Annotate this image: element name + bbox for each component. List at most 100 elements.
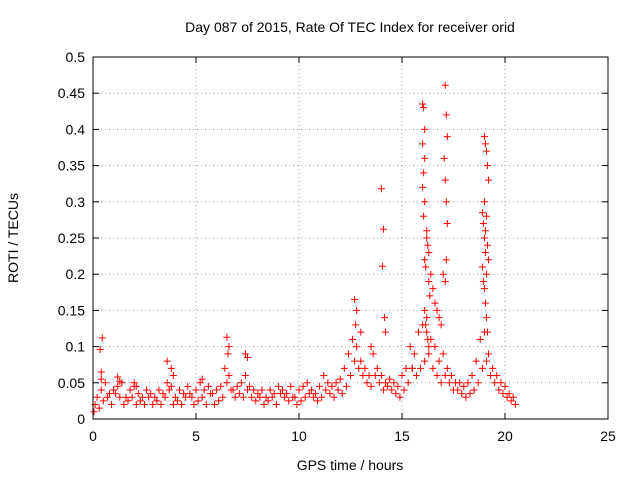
data-point bbox=[378, 262, 386, 270]
data-point bbox=[241, 350, 249, 358]
data-point bbox=[480, 198, 488, 206]
data-point bbox=[352, 321, 360, 329]
data-point bbox=[182, 393, 190, 401]
data-point bbox=[347, 372, 354, 380]
data-points bbox=[90, 81, 519, 416]
data-point bbox=[217, 382, 225, 390]
data-point bbox=[480, 285, 488, 293]
data-point bbox=[149, 401, 157, 409]
data-point bbox=[163, 357, 171, 365]
y-tick-label: 0.2 bbox=[66, 266, 86, 282]
data-point bbox=[233, 382, 241, 390]
x-tick-label: 5 bbox=[192, 428, 200, 444]
data-point bbox=[342, 382, 350, 390]
data-point bbox=[297, 397, 305, 405]
data-point bbox=[495, 386, 503, 394]
data-point bbox=[151, 393, 159, 401]
data-point bbox=[318, 393, 326, 401]
data-point bbox=[299, 382, 307, 390]
data-point bbox=[501, 382, 509, 390]
data-point bbox=[353, 306, 361, 314]
y-tick-label: 0.3 bbox=[66, 194, 86, 210]
data-point bbox=[169, 401, 177, 409]
data-point bbox=[291, 393, 299, 401]
data-point bbox=[99, 397, 107, 405]
data-point bbox=[159, 390, 167, 398]
data-point bbox=[192, 386, 200, 394]
data-point bbox=[499, 390, 507, 398]
data-point bbox=[132, 382, 140, 390]
data-point bbox=[441, 176, 449, 184]
data-point bbox=[479, 220, 487, 228]
data-point bbox=[421, 256, 429, 264]
data-point bbox=[483, 241, 491, 249]
data-point bbox=[441, 81, 449, 89]
data-point bbox=[161, 393, 169, 401]
data-point bbox=[116, 377, 124, 385]
data-point bbox=[108, 401, 116, 409]
data-point bbox=[165, 386, 173, 394]
data-point bbox=[481, 299, 489, 307]
y-tick-labels: 0 0.05 0.1 0.15 0.2 0.25 0.3 0.35 0.4 0.45 0.5 bbox=[58, 49, 85, 427]
y-tick-label: 0.05 bbox=[58, 375, 85, 391]
data-point bbox=[301, 393, 309, 401]
data-point bbox=[96, 345, 104, 353]
data-point bbox=[421, 306, 429, 314]
data-point bbox=[363, 379, 371, 387]
data-point bbox=[303, 379, 311, 387]
data-point bbox=[351, 357, 359, 365]
data-point bbox=[489, 364, 497, 372]
data-point bbox=[244, 386, 251, 394]
data-point bbox=[443, 220, 451, 228]
data-point bbox=[423, 328, 431, 336]
data-point bbox=[410, 350, 418, 358]
data-point bbox=[419, 100, 427, 108]
data-point bbox=[421, 125, 429, 133]
data-point bbox=[250, 386, 258, 394]
data-point bbox=[268, 393, 276, 401]
y-tick-label: 0.35 bbox=[58, 158, 85, 174]
data-point bbox=[505, 390, 513, 398]
plot-frame bbox=[92, 56, 609, 420]
data-point bbox=[433, 372, 441, 380]
data-point bbox=[198, 393, 206, 401]
data-point bbox=[447, 372, 455, 380]
x-tick-label: 0 bbox=[89, 428, 97, 444]
data-point bbox=[425, 350, 433, 358]
data-point bbox=[423, 227, 431, 235]
data-point bbox=[423, 314, 431, 322]
data-point bbox=[420, 169, 428, 177]
data-point bbox=[442, 198, 450, 206]
y-tick-label: 0 bbox=[77, 411, 85, 427]
data-point bbox=[470, 386, 478, 394]
data-point bbox=[429, 285, 437, 293]
data-point bbox=[114, 382, 122, 390]
y-axis-title: ROTI / TECUs bbox=[5, 193, 21, 283]
data-point bbox=[485, 256, 493, 264]
data-point bbox=[482, 314, 490, 322]
data-point bbox=[414, 328, 422, 336]
data-point bbox=[458, 390, 466, 398]
data-point bbox=[237, 379, 245, 387]
data-point bbox=[460, 382, 468, 390]
data-point bbox=[394, 382, 402, 390]
data-point bbox=[427, 270, 435, 278]
data-point bbox=[188, 393, 196, 401]
data-point bbox=[223, 333, 231, 341]
data-point bbox=[208, 390, 216, 398]
data-point bbox=[478, 209, 486, 217]
data-point bbox=[231, 393, 239, 401]
x-tick-label: 20 bbox=[497, 428, 513, 444]
data-point bbox=[377, 372, 385, 380]
data-point bbox=[334, 386, 342, 394]
data-point bbox=[98, 334, 106, 342]
data-point bbox=[423, 234, 431, 242]
data-point bbox=[431, 299, 439, 307]
data-point bbox=[314, 397, 322, 405]
data-point bbox=[421, 357, 429, 365]
data-point bbox=[426, 292, 434, 300]
grid-lines bbox=[93, 57, 608, 419]
data-point bbox=[419, 183, 427, 191]
data-point bbox=[412, 372, 420, 380]
